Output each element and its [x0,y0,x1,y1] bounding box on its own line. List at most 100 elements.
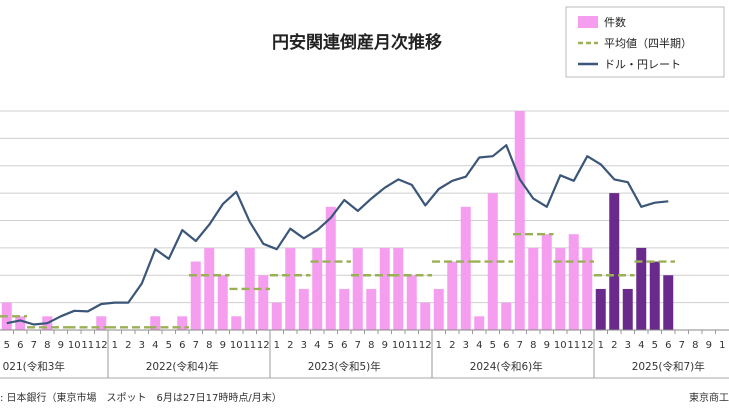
bar [595,288,606,330]
x-tick-label: 2 [611,340,617,351]
fx-rate-line [6,144,669,326]
bar [96,316,107,330]
x-tick-label: 11 [567,340,580,351]
x-tick-label: 10 [68,340,81,351]
year-label: 021(令和3年 [3,360,65,373]
legend-label: 件数 [604,16,626,29]
x-tick-label: 4 [476,340,482,351]
bar [258,275,269,330]
x-tick-label: 7 [31,340,37,351]
bar [271,302,282,330]
x-tick-label: 3 [139,340,145,351]
x-tick-label: 3 [625,340,631,351]
bar [487,193,498,330]
x-tick-label: 8 [368,340,374,351]
bar [244,247,255,330]
x-tick-label: 7 [679,340,685,351]
bar [312,247,323,330]
x-tick-label: 1 [598,340,604,351]
x-tick-label: 6 [503,340,509,351]
legend-swatch-bar [578,16,598,28]
bar [325,206,336,330]
bar [582,247,593,330]
bar [15,316,26,330]
x-tick-label: 10 [230,340,243,351]
bar [501,302,512,330]
x-tick-label: 6 [179,340,185,351]
x-tick-label: 2 [125,340,131,351]
bar [528,247,539,330]
bar [447,261,458,330]
x-tick-label: 2 [287,340,293,351]
x-tick-label: 11 [405,340,418,351]
year-label: 2024(令和6)年 [470,360,543,373]
x-tick-label: 3 [463,340,469,351]
x-tick-label: 9 [220,340,226,351]
bar [298,288,309,330]
bar [231,316,242,330]
bar [204,247,215,330]
x-tick-label: 1 [274,340,280,351]
x-tick-label: 7 [355,340,361,351]
x-tick-label: 7 [193,340,199,351]
x-tick-label: 8 [206,340,212,351]
bar [555,247,566,330]
bar [217,275,228,330]
x-tick-label: 5 [4,340,10,351]
x-tick-label: 10 [392,340,405,351]
x-tick-label: 6 [665,340,671,351]
x-tick-label: 6 [17,340,23,351]
legend-label: ドル・円レート [604,58,681,71]
x-axis: 5 6 7 8 9 10 11 12 1 2 3 4 5 6 7 8 9 10 11 12 1 2 3 4 5 6 7 8 9 10 11 1… [0,329,729,379]
legend-label: 平均値（四半期） [604,36,692,50]
x-tick-label: 8 [692,340,698,351]
x-tick-label: 9 [58,340,64,351]
x-tick-label: 5 [166,340,172,351]
bar [622,288,633,330]
bar [433,288,444,330]
bar [420,302,431,330]
x-tick-label: 5 [490,340,496,351]
x-tick-label: 2 [449,340,455,351]
credit: 東京商工 [689,391,729,404]
x-tick-label: 12 [95,340,108,351]
bar [352,247,363,330]
chart-title: 円安関連倒産月次推移 [272,32,442,53]
bar [514,111,525,330]
x-tick-label: 8 [44,340,50,351]
grid [0,110,729,331]
x-tick-label: 12 [257,340,270,351]
x-tick-label: 7 [517,340,523,351]
x-tick-label: 12 [581,340,594,351]
x-tick-label: 9 [382,340,388,351]
x-tick-label: 6 [341,340,347,351]
x-tick-label: 12 [419,340,432,351]
x-tick-label: 1 [436,340,442,351]
bar [393,247,404,330]
bar [460,206,471,330]
bar [663,275,674,330]
bar [568,234,579,330]
bar [649,261,660,330]
bar [190,261,201,330]
x-tick-label: 11 [81,340,94,351]
bar [636,247,647,330]
x-tick-label: 1 [719,340,725,351]
bar [379,247,390,330]
bar [339,288,350,330]
year-label: 2023(令和5)年 [308,360,381,373]
bar [474,316,485,330]
bar [609,193,620,330]
bar [541,234,552,330]
year-label: 2025(令和7)年 [632,360,705,373]
bar [406,275,417,330]
bar [366,288,377,330]
bar [150,316,161,330]
x-tick-label: 4 [638,340,644,351]
x-tick-label: 8 [530,340,536,351]
x-tick-label: 5 [652,340,658,351]
source-note: : 日本銀行（東京市場 スポット 6月は27日17時時点/月末） [0,391,282,404]
x-tick-label: 4 [314,340,320,351]
